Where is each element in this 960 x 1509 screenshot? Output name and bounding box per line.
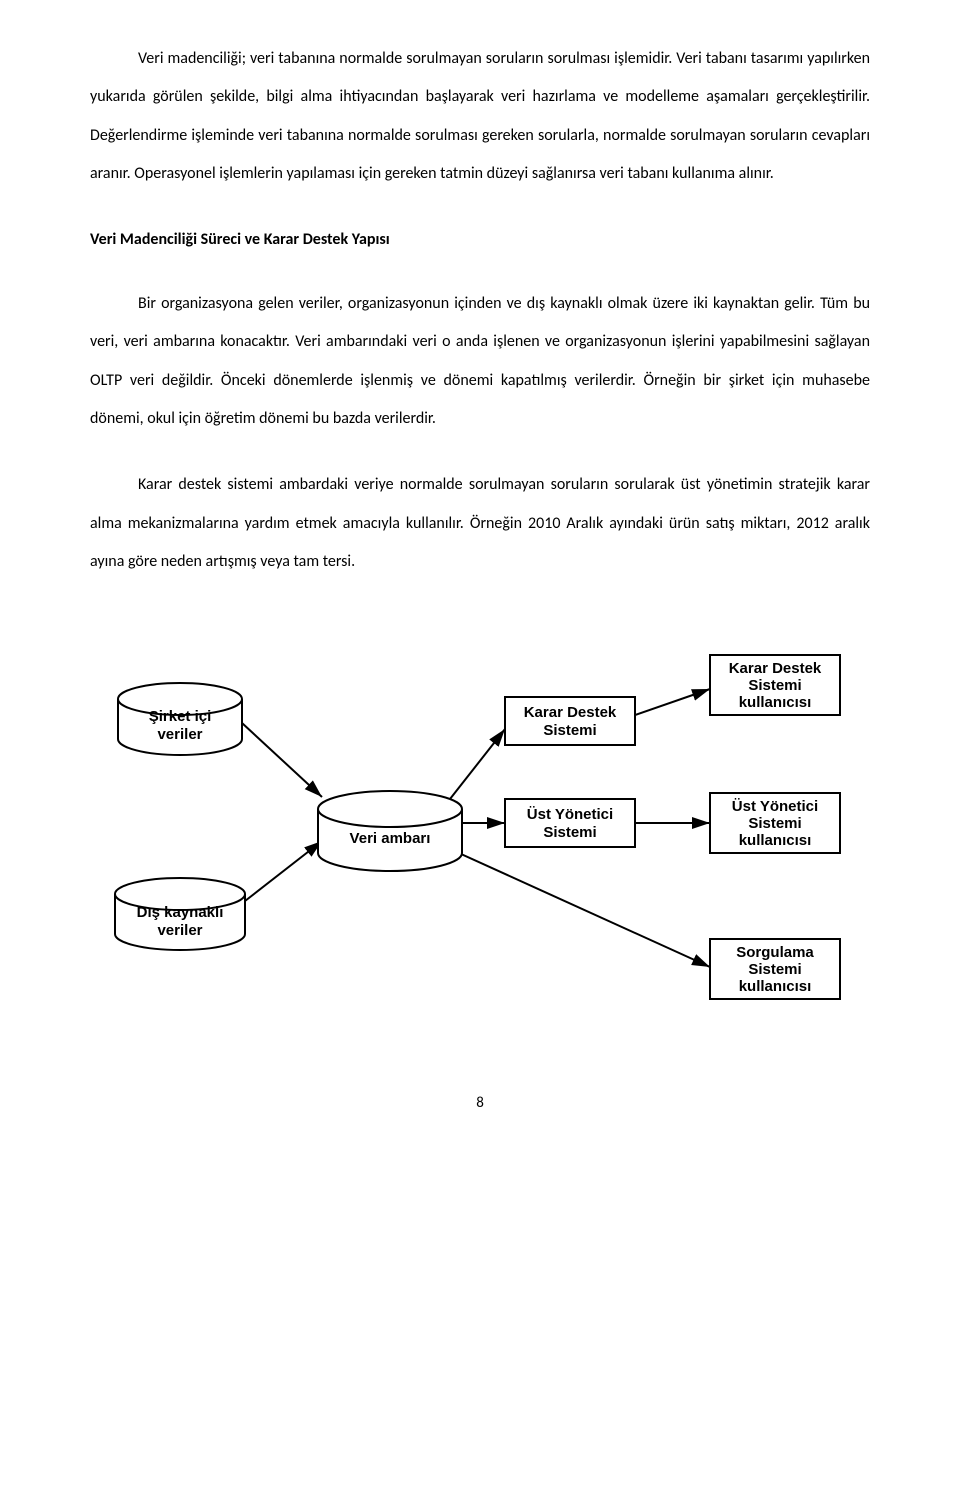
node-label: Sorgulama xyxy=(736,944,814,961)
node-label: Şirket içi xyxy=(149,708,212,725)
node-label: Sistemi xyxy=(543,722,596,739)
paragraph-1: Veri madenciliği; veri tabanına normalde… xyxy=(90,40,870,194)
node-label: Karar Destek xyxy=(729,660,822,677)
node-label: kullanıcısı xyxy=(739,832,812,849)
node-label: Sistemi xyxy=(543,824,596,841)
edge-kds-kdsu xyxy=(635,689,710,715)
paragraph-3: Karar destek sistemi ambardaki veriye no… xyxy=(90,466,870,581)
node-label: kullanıcısı xyxy=(739,978,812,995)
node-sorgulama-kullanicisi: Sorgulama Sistemi kullanıcısı xyxy=(710,939,840,999)
edge-ambar-ssu xyxy=(450,849,710,967)
node-label: Sistemi xyxy=(748,961,801,978)
node-kds-kullanicisi: Karar Destek Sistemi kullanıcısı xyxy=(710,655,840,715)
node-label: veriler xyxy=(157,726,202,743)
node-label: Veri ambarı xyxy=(350,830,431,847)
node-dis-kaynakli-veriler: Dış kaynaklı veriler xyxy=(115,878,245,950)
node-label: kullanıcısı xyxy=(739,694,812,711)
node-uys-kullanicisi: Üst Yönetici Sistemi kullanıcısı xyxy=(710,793,840,853)
node-ust-yonetici-sistemi: Üst Yönetici Sistemi xyxy=(505,799,635,847)
node-label: Sistemi xyxy=(748,677,801,694)
node-label: Sistemi xyxy=(748,815,801,832)
node-label: Üst Yönetici xyxy=(732,798,818,815)
section-heading: Veri Madenciliği Süreci ve Karar Destek … xyxy=(90,222,870,257)
node-veri-ambari: Veri ambarı xyxy=(318,791,462,871)
edge-dis-ambar xyxy=(245,841,322,901)
edge-ambar-kds xyxy=(450,729,505,799)
node-sirket-ici-veriler: Şirket içi veriler xyxy=(118,683,242,755)
flowchart-diagram: Şirket içi veriler Dış kaynaklı veriler … xyxy=(90,609,870,1034)
node-label: Üst Yönetici xyxy=(527,806,613,823)
page-number: 8 xyxy=(90,1094,870,1112)
edge-sirket-ambar xyxy=(242,723,322,797)
node-label: Karar Destek xyxy=(524,704,617,721)
node-label: veriler xyxy=(157,922,202,939)
flowchart-svg: Şirket içi veriler Dış kaynaklı veriler … xyxy=(90,609,870,1029)
edges xyxy=(242,689,710,967)
node-label: Dış kaynaklı xyxy=(137,904,224,921)
paragraph-2: Bir organizasyona gelen veriler, organiz… xyxy=(90,285,870,439)
node-karar-destek-sistemi: Karar Destek Sistemi xyxy=(505,697,635,745)
